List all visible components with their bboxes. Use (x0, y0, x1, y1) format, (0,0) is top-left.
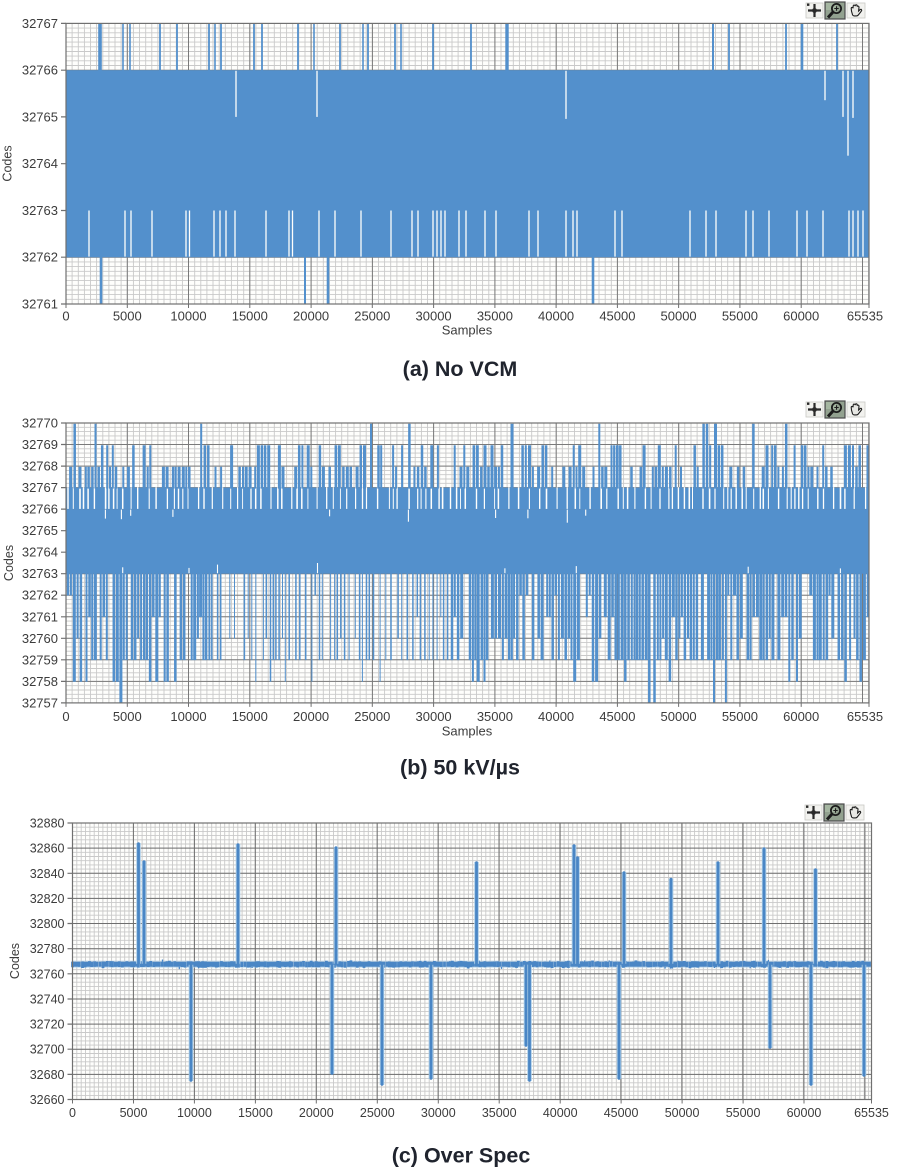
svg-text:30000: 30000 (421, 1106, 456, 1120)
svg-text:10000: 10000 (170, 709, 206, 724)
svg-text:Codes: Codes (2, 545, 16, 581)
svg-text:15000: 15000 (238, 1106, 273, 1120)
svg-text:32860: 32860 (30, 842, 65, 856)
svg-text:32763: 32763 (22, 203, 58, 218)
svg-text:32762: 32762 (22, 250, 58, 265)
svg-text:15000: 15000 (232, 709, 268, 724)
svg-text:32840: 32840 (30, 867, 65, 881)
svg-text:32765: 32765 (22, 523, 58, 538)
svg-text:60000: 60000 (783, 709, 819, 724)
svg-text:30000: 30000 (416, 309, 452, 324)
svg-text:5000: 5000 (113, 309, 142, 324)
svg-text:0: 0 (69, 1106, 76, 1120)
svg-text:(c) Over Spec: (c) Over Spec (392, 1144, 531, 1168)
svg-text:10000: 10000 (177, 1106, 212, 1120)
svg-text:32763: 32763 (22, 566, 58, 581)
svg-text:65535: 65535 (847, 709, 883, 724)
svg-text:Samples: Samples (442, 323, 493, 338)
svg-text:Codes: Codes (8, 943, 22, 979)
svg-text:50000: 50000 (665, 1106, 700, 1120)
svg-text:32767: 32767 (22, 16, 58, 31)
svg-text:32758: 32758 (22, 674, 58, 689)
svg-text:35000: 35000 (477, 309, 513, 324)
svg-text:Samples: Samples (442, 724, 493, 739)
svg-text:55000: 55000 (726, 1106, 761, 1120)
svg-text:50000: 50000 (661, 309, 697, 324)
svg-text:20000: 20000 (293, 309, 329, 324)
svg-text:32820: 32820 (30, 892, 65, 906)
svg-text:65535: 65535 (854, 1106, 889, 1120)
svg-text:32770: 32770 (22, 416, 58, 431)
svg-text:32780: 32780 (30, 942, 65, 956)
svg-text:32766: 32766 (22, 63, 58, 78)
svg-text:25000: 25000 (360, 1106, 395, 1120)
svg-text:15000: 15000 (232, 309, 268, 324)
svg-text:32765: 32765 (22, 109, 58, 124)
svg-text:32880: 32880 (30, 817, 65, 831)
svg-text:32740: 32740 (30, 993, 65, 1007)
svg-text:32757: 32757 (22, 695, 58, 710)
svg-text:55000: 55000 (722, 709, 758, 724)
svg-text:32762: 32762 (22, 588, 58, 603)
svg-text:5000: 5000 (113, 709, 142, 724)
svg-text:32768: 32768 (22, 459, 58, 474)
svg-text:45000: 45000 (604, 1106, 639, 1120)
svg-text:32760: 32760 (22, 631, 58, 646)
svg-text:40000: 40000 (538, 709, 574, 724)
svg-text:25000: 25000 (354, 709, 390, 724)
svg-text:32766: 32766 (22, 502, 58, 517)
svg-text:60000: 60000 (783, 309, 819, 324)
svg-text:10000: 10000 (170, 309, 206, 324)
svg-text:32761: 32761 (22, 609, 58, 624)
svg-text:(b) 50 kV/µs: (b) 50 kV/µs (400, 756, 520, 780)
svg-text:32800: 32800 (30, 917, 65, 931)
svg-text:32759: 32759 (22, 652, 58, 667)
svg-text:35000: 35000 (482, 1106, 517, 1120)
svg-text:40000: 40000 (543, 1106, 578, 1120)
svg-text:32769: 32769 (22, 437, 58, 452)
svg-text:0: 0 (62, 309, 69, 324)
svg-text:32680: 32680 (30, 1068, 65, 1082)
svg-text:Codes: Codes (1, 145, 15, 181)
svg-text:35000: 35000 (477, 709, 513, 724)
svg-text:32764: 32764 (22, 156, 58, 171)
svg-text:32761: 32761 (22, 297, 58, 312)
svg-text:65535: 65535 (847, 309, 883, 324)
svg-text:32767: 32767 (22, 480, 58, 495)
svg-text:45000: 45000 (599, 709, 635, 724)
svg-text:5000: 5000 (120, 1106, 148, 1120)
svg-text:0: 0 (62, 709, 69, 724)
svg-text:30000: 30000 (416, 709, 452, 724)
svg-text:20000: 20000 (293, 709, 329, 724)
svg-text:32660: 32660 (30, 1093, 65, 1107)
svg-text:32764: 32764 (22, 545, 58, 560)
svg-text:55000: 55000 (722, 309, 758, 324)
svg-text:60000: 60000 (787, 1106, 822, 1120)
svg-text:25000: 25000 (354, 309, 390, 324)
svg-text:45000: 45000 (599, 309, 635, 324)
svg-text:20000: 20000 (299, 1106, 334, 1120)
svg-text:50000: 50000 (661, 709, 697, 724)
svg-text:40000: 40000 (538, 309, 574, 324)
svg-text:32700: 32700 (30, 1043, 65, 1057)
svg-text:32760: 32760 (30, 967, 65, 981)
svg-text:(a) No VCM: (a) No VCM (403, 357, 518, 381)
svg-text:32720: 32720 (30, 1018, 65, 1032)
